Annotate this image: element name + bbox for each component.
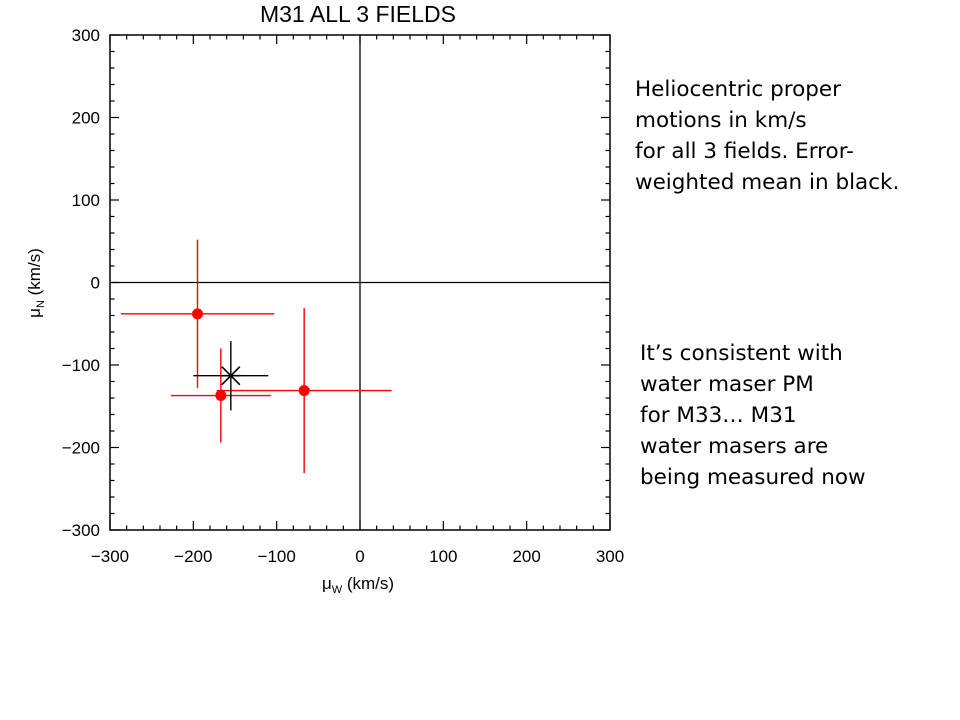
data-marks xyxy=(120,239,392,474)
x-tick-label: −200 xyxy=(174,547,212,566)
annotation-line: for M33… M31 xyxy=(640,403,797,428)
y-tick-label: 200 xyxy=(72,109,100,128)
x-tick-label: −300 xyxy=(91,547,129,566)
annotation-line: It’s consistent with xyxy=(640,341,843,366)
annotation-text-1: Heliocentric proper motions in km/s for … xyxy=(635,74,899,198)
y-tick-labels: −300 −200 −100 0 100 200 300 xyxy=(62,26,100,540)
x-tick-labels: −300 −200 −100 0 100 200 300 xyxy=(91,547,624,566)
y-tick-label: −100 xyxy=(62,356,100,375)
annotation-line: being measured now xyxy=(640,465,866,490)
annotation-line: water masers are xyxy=(640,434,829,459)
y-axis-label: μN (km/s) xyxy=(25,248,47,318)
annotation-line: for all 3 fields. Error- xyxy=(635,139,854,164)
data-point xyxy=(193,341,269,411)
annotation-line: Heliocentric proper xyxy=(635,77,841,102)
annotation-line: water maser PM xyxy=(640,372,814,397)
data-point xyxy=(216,308,392,474)
annotation-text-2: It’s consistent with water maser PM for … xyxy=(640,338,866,493)
zero-lines xyxy=(110,35,610,530)
data-point xyxy=(120,239,275,389)
x-tick-label: 300 xyxy=(596,547,624,566)
y-tick-label: −200 xyxy=(62,439,100,458)
point-marker xyxy=(192,308,203,320)
y-tick-label: 300 xyxy=(72,26,100,45)
x-tick-label: 100 xyxy=(429,547,457,566)
x-axis-label: μW (km/s) xyxy=(322,574,394,596)
data-point xyxy=(170,348,271,443)
point-marker xyxy=(298,385,310,397)
annotation-line: weighted mean in black. xyxy=(635,170,900,195)
x-tick-label: 200 xyxy=(512,547,540,566)
chart-title: M31 ALL 3 FIELDS xyxy=(260,1,456,27)
x-tick-label: 0 xyxy=(355,547,364,566)
tick-marks xyxy=(109,34,611,531)
y-tick-label: 0 xyxy=(91,274,100,293)
x-tick-label: −100 xyxy=(258,547,296,566)
y-tick-label: −300 xyxy=(62,521,100,540)
point-marker xyxy=(215,390,227,402)
annotation-line: motions in km/s xyxy=(635,108,807,133)
y-tick-label: 100 xyxy=(72,191,100,210)
